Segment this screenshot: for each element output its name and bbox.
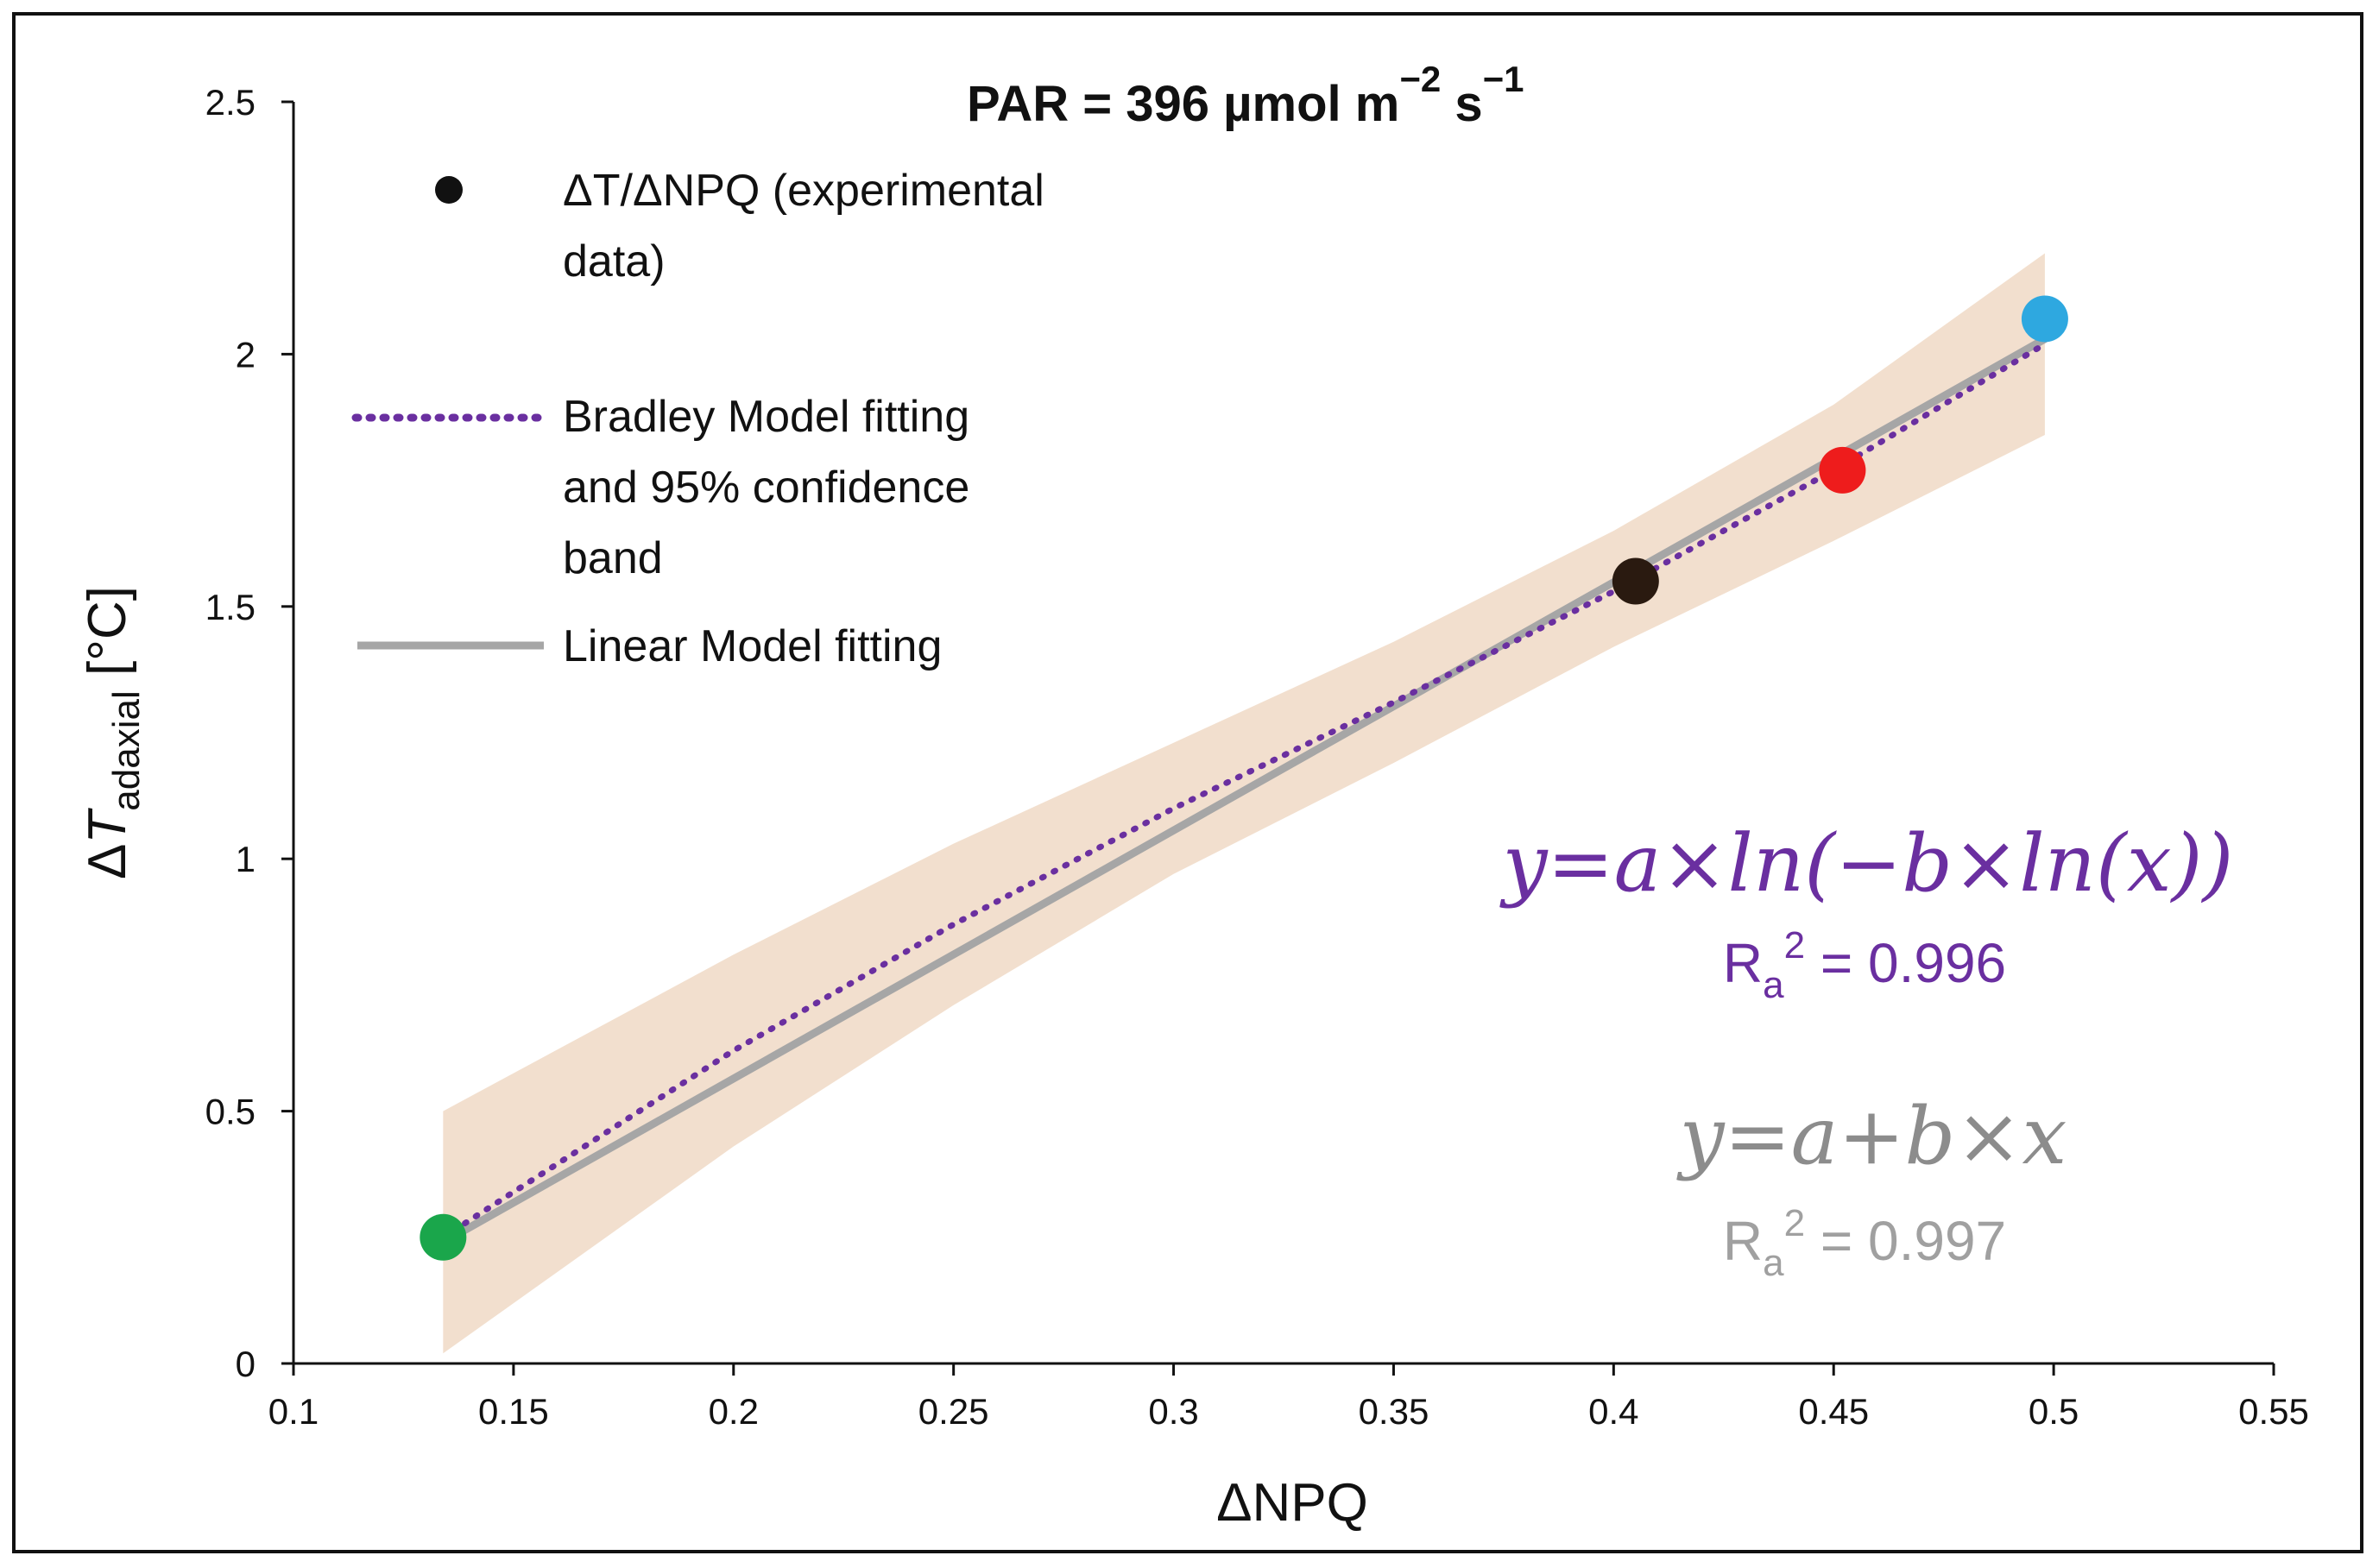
- bradley-equation: y=a×ln(−b×ln(x)): [1499, 817, 2234, 910]
- chart-title: PAR = 396 µmol m−2 s−1: [967, 59, 1524, 132]
- chart-title-exp1: −2: [1399, 59, 1441, 99]
- y-axis-title-unit: [°C]: [78, 586, 137, 690]
- x-tick-label: 0.25: [918, 1391, 989, 1432]
- y-tick-label: 2.5: [205, 82, 256, 123]
- y-axis-title-sub: adaxial: [105, 690, 148, 810]
- legend-label-bradley: Bradley Model fitting and 95% confidence…: [563, 392, 982, 583]
- y-axis-title-var: T: [78, 808, 137, 844]
- fit-lines-layer: [439, 335, 2049, 1247]
- x-tick-label: 0.5: [2029, 1391, 2079, 1432]
- x-tick-label: 0.2: [709, 1391, 759, 1432]
- confidence-band-layer: [443, 253, 2045, 1354]
- y-tick-label: 1.5: [205, 587, 256, 627]
- y-tick-label: 0.5: [205, 1092, 256, 1132]
- bradley-r2: Ra2 = 0.996: [1723, 924, 2006, 1006]
- data-points-layer: [420, 295, 2068, 1261]
- chart-title-exp2: −1: [1483, 59, 1524, 99]
- legend-marker-experimental: [435, 176, 463, 204]
- x-tick-label: 0.4: [1588, 1391, 1638, 1432]
- y-tick-label: 0: [236, 1344, 256, 1384]
- linear-fit-line: [439, 335, 2049, 1247]
- legend: ΔT/ΔNPQ (experimental data) Bradley Mode…: [351, 166, 1057, 671]
- chart-title-unit2: s: [1441, 76, 1482, 132]
- x-tick-label: 0.1: [268, 1391, 319, 1432]
- y-tick-label: 1: [236, 839, 256, 879]
- x-tick-label: 0.55: [2238, 1391, 2309, 1432]
- data-point: [2021, 295, 2068, 343]
- linear-equation: y=a+b×x: [1676, 1090, 2067, 1182]
- confidence-band: [443, 253, 2045, 1354]
- data-point: [1819, 446, 1866, 494]
- chart-title-main: PAR = 396 µmol m: [967, 76, 1399, 132]
- axis-ticks: 0.1 0.15 0.2 0.25 0.3 0.35 0.4 0.45 0.5 0.55 0 0.5 1…: [205, 82, 2309, 1432]
- y-tick-label: 2: [236, 334, 256, 375]
- bradley-fit-line: [439, 341, 2048, 1241]
- y-axis-title-delta: Δ: [78, 844, 137, 879]
- linear-r2: Ra2 = 0.997: [1723, 1202, 2006, 1284]
- data-point: [420, 1213, 467, 1261]
- data-point: [1612, 557, 1659, 605]
- legend-label-linear: Linear Model fitting: [563, 621, 942, 671]
- x-tick-label: 0.15: [478, 1391, 549, 1432]
- legend-label-experimental: ΔT/ΔNPQ (experimental data): [563, 166, 1057, 287]
- x-tick-label: 0.45: [1798, 1391, 1869, 1432]
- x-axis-title: ΔNPQ: [1216, 1473, 1368, 1533]
- y-axis-title: ΔTadaxial [°C]: [78, 586, 148, 879]
- x-tick-label: 0.35: [1359, 1391, 1429, 1432]
- x-tick-label: 0.3: [1148, 1391, 1198, 1432]
